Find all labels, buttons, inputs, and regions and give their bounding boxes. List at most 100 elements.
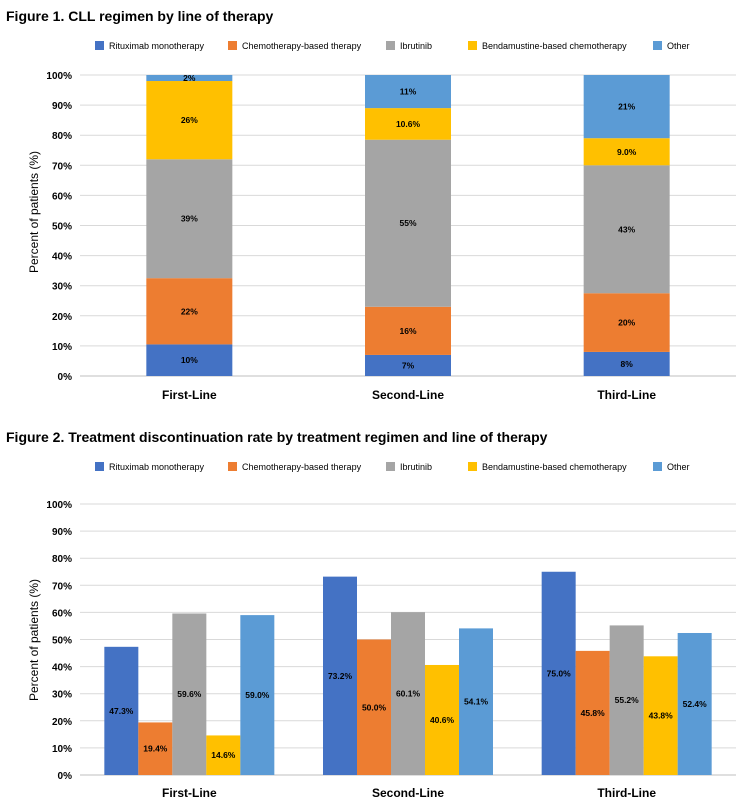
data-label: 9.0% (617, 147, 637, 157)
category-label-second-line: Second-Line (372, 786, 444, 800)
bar-other-second-line (365, 75, 451, 109)
bar-ibrutinib-third-line (583, 165, 670, 294)
data-label: 60.1% (396, 689, 421, 699)
y-tick-label: 60% (52, 191, 72, 202)
bar-bendamustine-based-chemotherapy-second-line (425, 664, 459, 775)
data-label: 10% (181, 355, 198, 365)
bar-bendamustine-based-chemotherapy-third-line (643, 656, 678, 775)
data-label: 52.4% (683, 699, 708, 709)
y-tick-label: 100% (46, 71, 72, 82)
figure-2-title: Figure 2. Treatment discontinuation rate… (6, 429, 548, 445)
bar-chemotherapy-based-therapy-third-line (583, 293, 670, 352)
data-label: 75.0% (547, 668, 572, 678)
data-label: 55% (399, 218, 416, 228)
bar-other-second-line (459, 628, 493, 775)
legend-label-other: Other (667, 462, 690, 472)
y-tick-label: 80% (52, 554, 72, 565)
y-tick-label: 0% (58, 372, 73, 383)
data-label: 26% (181, 115, 198, 125)
data-label: 39% (181, 214, 198, 224)
data-label: 16% (399, 326, 416, 336)
y-tick-label: 90% (52, 527, 72, 538)
bar-chemotherapy-based-therapy-third-line (575, 650, 610, 775)
figure-1-categories: First-Line Second-Line Third-Line (162, 388, 656, 402)
y-tick-label: 40% (52, 663, 72, 674)
data-label: 59.0% (245, 690, 270, 700)
bar-rituximab-monotherapy-first-line (104, 646, 139, 775)
bar-rituximab-monotherapy-second-line (365, 354, 451, 376)
y-tick-label: 20% (52, 717, 72, 728)
figure-1: Figure 1. CLL regimen by line of therapy… (6, 8, 736, 402)
legend-label-bendamustine-based-chemotherapy: Bendamustine-based chemotherapy (482, 41, 627, 51)
y-tick-label: 50% (52, 636, 72, 647)
category-label-third-line: Third-Line (597, 786, 656, 800)
y-tick-label: 100% (46, 500, 72, 511)
legend-swatch-bendamustine-based-chemotherapy (468, 462, 477, 471)
data-label: 59.6% (177, 689, 202, 699)
bar-rituximab-monotherapy-first-line (146, 344, 233, 376)
data-label: 21% (618, 102, 635, 112)
y-tick-label: 10% (52, 744, 72, 755)
category-label-first-line: First-Line (162, 786, 217, 800)
figure-1-title: Figure 1. CLL regimen by line of therapy (6, 8, 274, 24)
data-label: 73.2% (328, 671, 353, 681)
figure-2-y-axis-label: Percent of patients (%) (27, 579, 41, 701)
legend-label-other: Other (667, 41, 690, 51)
data-label: 22% (181, 306, 198, 316)
data-label: 8% (621, 359, 634, 369)
legend-label-ibrutinib: Ibrutinib (400, 462, 432, 472)
data-label: 47.3% (109, 706, 134, 716)
bar-bendamustine-based-chemotherapy-first-line (146, 81, 233, 160)
bar-ibrutinib-first-line (146, 159, 233, 279)
y-tick-label: 30% (52, 282, 72, 293)
bar-chemotherapy-based-therapy-first-line (146, 278, 233, 345)
bar-ibrutinib-third-line (609, 625, 644, 775)
legend-swatch-bendamustine-based-chemotherapy (468, 41, 477, 50)
figure-1-legend: Rituximab monotherapy Chemotherapy-based … (95, 41, 690, 51)
data-label: 55.2% (615, 695, 640, 705)
bar-ibrutinib-second-line (391, 612, 425, 775)
category-label-second-line: Second-Line (372, 388, 444, 402)
y-tick-label: 40% (52, 252, 72, 263)
legend-label-rituximab-monotherapy: Rituximab monotherapy (109, 462, 205, 472)
bar-other-third-line (583, 75, 670, 139)
bar-rituximab-monotherapy-second-line (323, 576, 357, 775)
y-tick-label: 50% (52, 222, 72, 233)
figure-2-y-ticks: 0% 10% 20% 30% 40% 50% 60% 70% 80% 90% 100% (46, 500, 72, 782)
y-tick-label: 60% (52, 608, 72, 619)
data-label: 7% (402, 360, 415, 370)
legend-swatch-other (653, 462, 662, 471)
data-label: 19.4% (143, 744, 168, 754)
legend-label-chemotherapy-based-therapy: Chemotherapy-based therapy (242, 41, 362, 51)
legend-swatch-other (653, 41, 662, 50)
bar-ibrutinib-second-line (365, 139, 451, 307)
legend-label-rituximab-monotherapy: Rituximab monotherapy (109, 41, 205, 51)
data-label: 14.6% (211, 750, 236, 760)
legend-swatch-rituximab-monotherapy (95, 462, 104, 471)
bar-chemotherapy-based-therapy-first-line (138, 722, 173, 775)
bar-rituximab-monotherapy-third-line (541, 571, 576, 775)
data-label: 50.0% (362, 702, 387, 712)
legend-label-bendamustine-based-chemotherapy: Bendamustine-based chemotherapy (482, 462, 627, 472)
y-tick-label: 30% (52, 690, 72, 701)
bar-chemotherapy-based-therapy-second-line (357, 639, 391, 775)
y-tick-label: 90% (52, 101, 72, 112)
bar-other-third-line (677, 632, 712, 775)
bar-bendamustine-based-chemotherapy-third-line (583, 138, 670, 166)
data-label: 54.1% (464, 697, 489, 707)
legend-swatch-ibrutinib (386, 462, 395, 471)
y-tick-label: 80% (52, 131, 72, 142)
data-label: 2% (183, 73, 196, 83)
y-tick-label: 20% (52, 312, 72, 323)
bar-rituximab-monotherapy-third-line (583, 351, 670, 376)
bar-chemotherapy-based-therapy-second-line (365, 306, 451, 355)
data-label: 45.8% (581, 708, 606, 718)
legend-swatch-ibrutinib (386, 41, 395, 50)
y-tick-label: 10% (52, 342, 72, 353)
data-label: 10.6% (396, 119, 421, 129)
data-label: 40.6% (430, 715, 455, 725)
data-label: 43% (618, 224, 635, 234)
figure-1-y-axis-label: Percent of patients (%) (27, 151, 41, 273)
figure-2: Figure 2. Treatment discontinuation rate… (6, 429, 736, 800)
